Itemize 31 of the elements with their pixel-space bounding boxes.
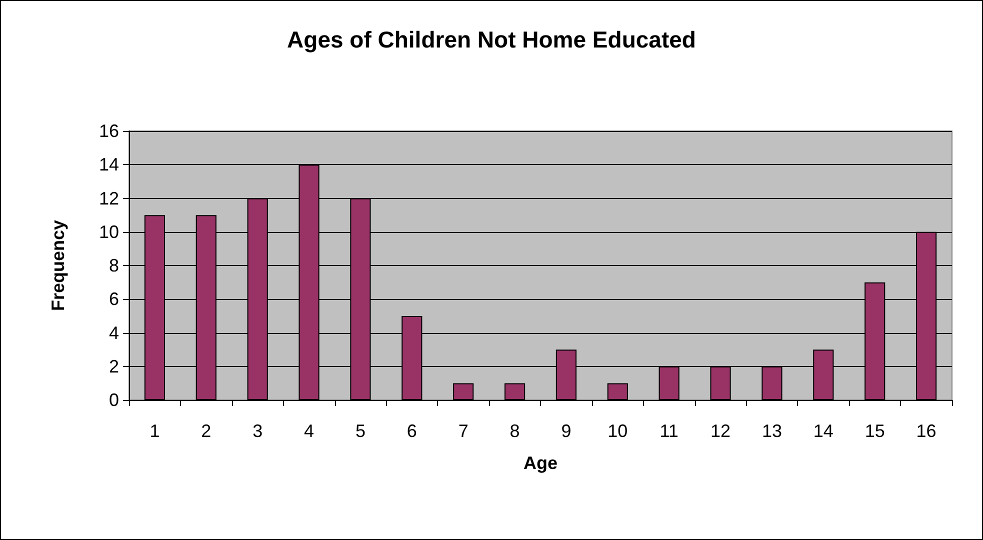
x-tick-label: 10 [608, 421, 628, 441]
y-tick-label: 14 [98, 154, 119, 175]
y-axis-title: Frequency [48, 220, 68, 312]
y-tick-label: 10 [98, 222, 119, 242]
bar [504, 383, 526, 400]
bar [453, 383, 474, 400]
x-axis-title: Age [523, 453, 558, 473]
x-tick-label: 14 [813, 421, 834, 441]
x-tick-label: 3 [252, 421, 263, 441]
x-tick-label: 5 [355, 421, 366, 441]
x-tick-label: 15 [864, 421, 885, 441]
chart-title: Ages of Children Not Home Educated [287, 26, 696, 52]
x-tick-label: 2 [201, 421, 212, 441]
y-tick-label: 16 [98, 121, 119, 141]
x-tick-label: 7 [458, 421, 468, 441]
y-tick-label: 2 [108, 356, 119, 376]
y-tick-label: 0 [108, 390, 119, 410]
y-tick-label: 12 [98, 188, 119, 208]
x-tick-label: 16 [916, 421, 936, 441]
bar [607, 383, 628, 400]
x-tick-label: 12 [710, 421, 731, 441]
x-tick-label: 4 [304, 421, 314, 441]
x-tick-label: 9 [561, 421, 572, 441]
x-tick-label: 6 [406, 421, 417, 441]
x-tick-label: 8 [510, 421, 520, 441]
y-tick-label: 6 [108, 289, 119, 310]
x-tick-label: 13 [762, 421, 782, 441]
x-tick-label: 11 [660, 421, 678, 441]
x-tick-label: 1 [150, 421, 160, 441]
y-tick-label: 4 [108, 322, 119, 343]
y-tick-label: 8 [108, 256, 119, 276]
